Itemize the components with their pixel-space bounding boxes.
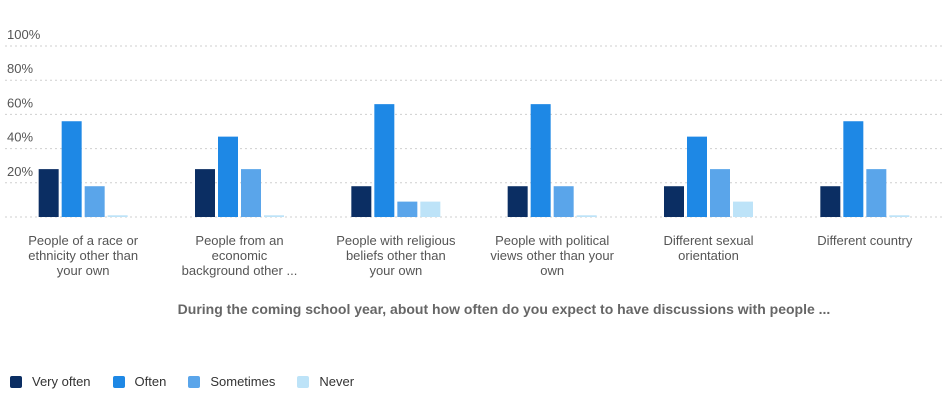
bar-very-often[interactable] [38, 169, 59, 217]
x-tick-label: Different sexual orientation [663, 233, 753, 263]
bar-sometimes[interactable] [84, 186, 105, 217]
legend-swatch [297, 375, 310, 388]
legend-swatch [10, 375, 22, 388]
legend-label: Never [319, 374, 355, 389]
legend-label: Often [134, 374, 167, 389]
bar-never[interactable] [733, 201, 753, 217]
gridlines [5, 45, 943, 218]
x-tick-label: People from an economic background other .… [182, 233, 298, 278]
legend-item[interactable]: Very often [10, 374, 91, 389]
bar-never[interactable] [576, 215, 597, 217]
legend-item[interactable]: Never [297, 374, 354, 389]
legend-swatch [112, 375, 125, 388]
legend-item[interactable]: Often [112, 374, 167, 389]
bar-never[interactable] [264, 215, 284, 217]
bar-sometimes[interactable] [553, 186, 574, 217]
legend: Very often Often Sometimes Never [10, 374, 376, 389]
bar-never[interactable] [889, 215, 910, 217]
y-tick-label: 40% [7, 130, 33, 145]
bar-sometimes[interactable] [397, 201, 418, 217]
bar-very-often[interactable] [664, 186, 684, 217]
bar-sometimes[interactable] [710, 169, 730, 217]
bar-often[interactable] [843, 121, 864, 217]
bar-often[interactable] [374, 104, 395, 217]
legend-label: Sometimes [210, 374, 276, 389]
legend-label: Very often [32, 374, 91, 389]
bar-never[interactable] [107, 215, 128, 217]
bar-often[interactable] [530, 104, 551, 217]
bar-very-often[interactable] [507, 186, 528, 217]
x-tick-label: People with political views other than yo… [490, 233, 614, 278]
bar-chart: 20% 40% 60% 80% 100% People of a race or ethn… [5, 27, 943, 317]
bar-often[interactable] [218, 136, 238, 217]
legend-item[interactable]: Sometimes [188, 374, 275, 389]
bar-sometimes[interactable] [866, 169, 887, 217]
bar-very-often[interactable] [195, 169, 215, 217]
y-tick-label: 20% [7, 164, 33, 179]
x-axis-title: During the coming school year, about how… [178, 301, 831, 317]
y-tick-label: 80% [7, 61, 33, 76]
bar-very-often[interactable] [820, 186, 841, 217]
bar-sometimes[interactable] [241, 169, 261, 217]
bar-very-often[interactable] [351, 186, 372, 217]
x-tick-label: People of a race or ethnicity other than y… [28, 233, 139, 278]
legend-swatch [188, 375, 201, 388]
bar-often[interactable] [61, 121, 82, 217]
y-tick-label: 60% [7, 95, 33, 110]
x-tick-label: People with religious beliefs other than y… [336, 233, 456, 278]
y-tick-label: 100% [7, 27, 41, 42]
x-tick-label: Different country [817, 233, 913, 248]
y-axis-ticks: 20% 40% 60% 80% 100% [7, 27, 41, 179]
bar-never[interactable] [420, 201, 441, 217]
bar-often[interactable] [687, 136, 707, 217]
x-axis-ticks: People of a race or ethnicity other than y… [28, 233, 913, 278]
bars [38, 104, 910, 217]
